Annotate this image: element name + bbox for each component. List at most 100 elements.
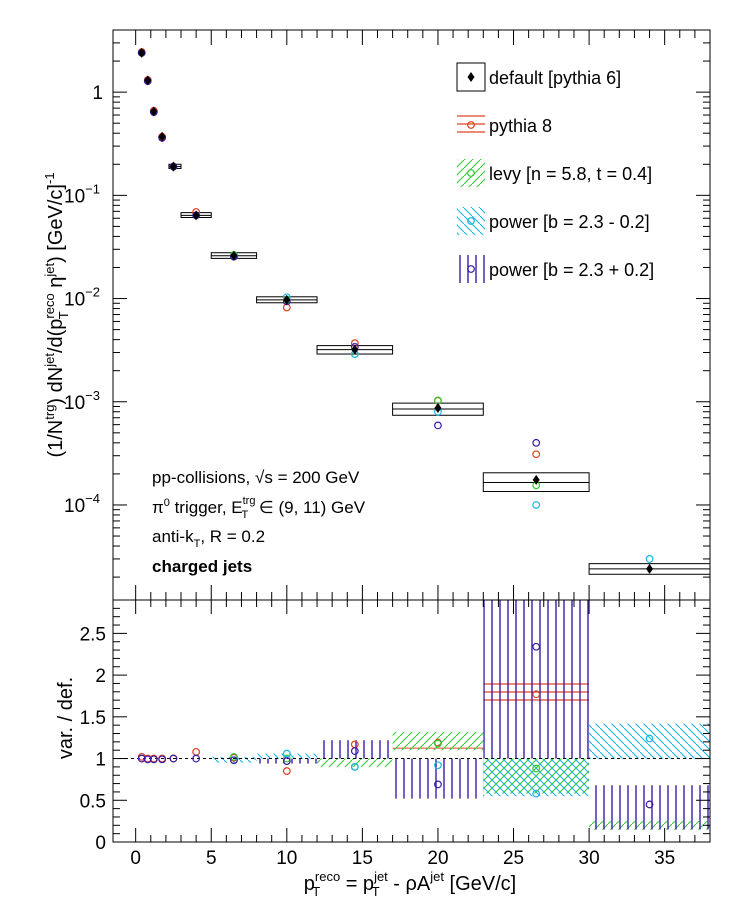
- ratio-marker: [230, 752, 238, 761]
- series-marker: [532, 450, 541, 459]
- ratio-y-axis-label: var. / def.: [55, 677, 77, 759]
- legend-swatch-hatch: [457, 255, 485, 283]
- legend-label: levy [n = 5.8, t = 0.4]: [489, 164, 652, 184]
- ratio-marker: [192, 747, 201, 756]
- x-tick-label: 25: [503, 848, 524, 869]
- ratio-marker: [282, 767, 291, 775]
- spectrum-panel: 1 10−1 10−2 10−3 10−4 (1/Ntrg) dNjet/d(preco…: [42, 29, 711, 601]
- default-marker: [646, 563, 654, 574]
- y-tick-label: 1.5: [80, 708, 106, 729]
- spectrum-y-axis-label: (1/Ntrg) dNjet/d(precoT ηjet) [GeV/c]-1: [42, 172, 71, 457]
- legend-marker: [467, 265, 475, 273]
- legend-marker: [467, 217, 475, 225]
- ratio-marker: [192, 754, 201, 763]
- default-marker: [138, 47, 146, 58]
- ratio-marker: [350, 747, 359, 755]
- default-marker: [158, 131, 166, 142]
- annotation-charged-jets: charged jets: [152, 557, 252, 576]
- y-tick-label: 0.5: [80, 791, 106, 812]
- default-marker: [351, 344, 359, 355]
- y-tick-label: 10−1: [64, 181, 100, 207]
- ratio-x-ticks: 0 5 10 15 20 25 30 35: [130, 600, 696, 869]
- ratio-band: [392, 758, 484, 799]
- ratio-bands: [211, 600, 710, 830]
- series-marker: [532, 438, 541, 447]
- x-tick-label: 30: [579, 848, 600, 869]
- x-axis-label: preco T = pjet T - ρAjet [GeV/c]: [304, 869, 516, 899]
- legend: default [pythia 6] pythia 8 levy [n = 5.8,…: [456, 62, 654, 283]
- ratio-band: [317, 740, 393, 759]
- x-tick-label: 10: [276, 848, 297, 869]
- x-tick-label: 35: [654, 848, 675, 869]
- ratio-markers: [137, 642, 654, 809]
- ratio-frame: [112, 599, 711, 843]
- x-tick-label: 0: [130, 848, 141, 869]
- default-marker: [230, 250, 238, 261]
- annotation-algorithm: anti-kT, R = 0.2: [152, 527, 265, 550]
- annotation-trigger: π0 trigger, Etrg T ∈ (9, 11) GeV: [152, 495, 366, 521]
- series-marker: [434, 421, 442, 430]
- ratio-band: [256, 758, 318, 764]
- y-tick-label: 0: [95, 833, 106, 854]
- ratio-marker: [149, 755, 158, 764]
- default-marker: [169, 161, 177, 172]
- legend-marker: [467, 169, 475, 177]
- ratio-marker: [282, 754, 291, 763]
- series-marker: [532, 501, 541, 509]
- ratio-marker: [532, 690, 541, 699]
- ratio-marker: [532, 764, 541, 773]
- ratio-band: [392, 731, 484, 751]
- ratio-marker: [158, 755, 167, 764]
- legend-label: default [pythia 6]: [489, 68, 621, 88]
- default-marker: [283, 294, 291, 305]
- legend-swatch-hatch: [457, 111, 485, 139]
- legend-swatch-hatch: [457, 207, 485, 235]
- legend-swatch-box: [456, 62, 486, 92]
- ratio-band: [256, 753, 318, 759]
- legend-label: pythia 8: [489, 116, 552, 136]
- default-marker: [532, 474, 540, 485]
- x-tick-label: 15: [352, 848, 373, 869]
- legend-swatch-hatch: [457, 159, 485, 187]
- y-tick-label: 10−3: [64, 388, 100, 414]
- series-marker: [645, 555, 654, 563]
- ratio-panel: 00.511.522.5 0 5 10 15 20 25 30 35 var. / def. …: [55, 599, 711, 899]
- ratio-marker: [282, 757, 291, 765]
- x-tick-label: 20: [427, 848, 448, 869]
- default-marker: [144, 75, 152, 86]
- ratio-marker: [645, 800, 654, 809]
- spectrum-y-ticks: 1 10−1 10−2 10−3 10−4: [64, 29, 710, 578]
- default-marker: [434, 403, 442, 413]
- ratio-marker: [532, 642, 541, 651]
- ratio-band: [317, 758, 393, 767]
- ratio-marker: [282, 749, 291, 758]
- y-tick-label: 2.5: [80, 624, 106, 645]
- y-tick-label: 2: [95, 666, 106, 687]
- ratio-y-ticks: 0 0.5 1 1.5 2 2.5: [80, 607, 710, 854]
- ratio-marker: [350, 762, 359, 771]
- legend-marker: [467, 72, 475, 82]
- ratio-band: [589, 723, 710, 759]
- ratio-marker: [230, 756, 238, 765]
- spectrum-markers: [137, 47, 654, 574]
- ratio-marker: [434, 780, 442, 789]
- legend-label: power [b = 2.3 - 0.2]: [489, 212, 650, 232]
- y-tick-label: 1: [92, 83, 103, 104]
- ratio-band: [483, 600, 590, 759]
- default-marker: [192, 210, 200, 221]
- annotation-collision: pp-collisions, √s = 200 GeV: [152, 468, 360, 487]
- x-tick-label: 5: [206, 848, 217, 869]
- y-tick-label: 10−4: [64, 491, 100, 517]
- annotation-block: pp-collisions, √s = 200 GeV π0 trigger, …: [152, 468, 366, 576]
- legend-marker: [467, 121, 475, 129]
- y-tick-label: 1: [95, 750, 106, 771]
- y-tick-label: 10−2: [64, 285, 100, 311]
- spectrum-x-ticks: [135, 30, 696, 600]
- ratio-marker: [532, 789, 541, 798]
- ratio-marker: [434, 761, 442, 770]
- ratio-marker: [434, 739, 442, 748]
- default-marker: [150, 106, 158, 117]
- ratio-marker: [169, 754, 178, 763]
- ratio-marker: [645, 734, 654, 743]
